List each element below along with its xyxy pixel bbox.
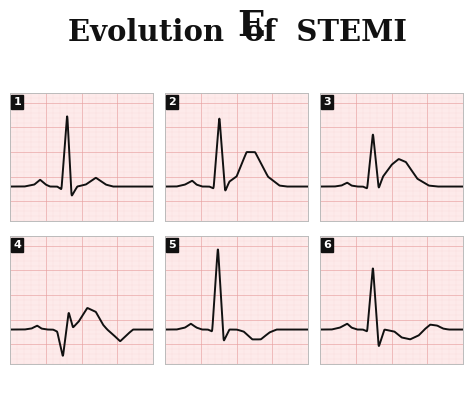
Text: E: E	[237, 9, 264, 42]
Text: Evolution  of  STEMI: Evolution of STEMI	[67, 18, 407, 47]
Text: dreamstime.com: dreamstime.com	[9, 377, 92, 387]
Text: 5: 5	[168, 240, 176, 250]
Text: 4: 4	[13, 240, 21, 250]
Text: 6: 6	[323, 240, 331, 250]
Text: 2: 2	[168, 97, 176, 107]
Text: 1: 1	[13, 97, 21, 107]
Text: ID 69722747 © Puwadol Jaturawutthichai: ID 69722747 © Puwadol Jaturawutthichai	[305, 378, 465, 387]
Text: 3: 3	[323, 97, 331, 107]
